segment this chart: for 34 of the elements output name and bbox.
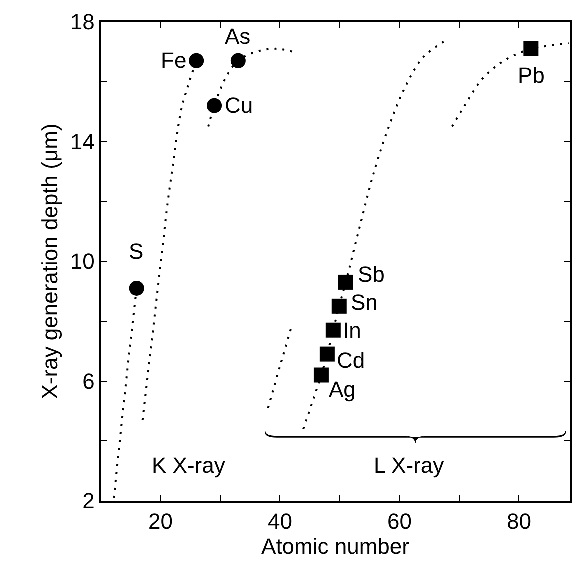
x-tick-label: 40: [268, 509, 292, 534]
y-tick-label: 10: [70, 249, 95, 274]
annotation: S: [129, 239, 144, 264]
point: [207, 98, 222, 114]
point: [189, 53, 204, 68]
annotation: K X-ray: [152, 453, 226, 478]
y-tick-label: 6: [82, 368, 95, 394]
line-series: [208, 48, 294, 128]
point: [230, 53, 246, 68]
point: [332, 298, 347, 314]
annotation: In: [343, 318, 362, 343]
y-axis-title: X-ray generation depth (μm): [38, 124, 63, 400]
point: [326, 322, 341, 338]
annotation: Pb: [518, 63, 545, 88]
annotation: Cd: [337, 348, 366, 373]
point: [129, 280, 144, 296]
annotation: Sn: [351, 290, 378, 315]
annotation: L X-ray: [374, 453, 444, 478]
point: [338, 274, 354, 290]
point: [524, 41, 539, 56]
annotation: Fe: [161, 48, 187, 73]
y-tick-label: 2: [82, 488, 95, 514]
y-tick-label: 18: [70, 10, 95, 35]
point: [320, 346, 335, 362]
x-tick-label: 20: [148, 509, 173, 534]
annotation: As: [225, 24, 251, 49]
y-tick-label: 14: [70, 129, 95, 154]
annotation: Ag: [329, 377, 356, 402]
annotation: Cu: [225, 93, 254, 118]
point: [314, 368, 329, 383]
x-axis-title: Atomic number: [262, 534, 410, 560]
x-tick-label: 80: [506, 509, 532, 534]
x-tick-label: 60: [387, 509, 412, 534]
annotation: Sb: [358, 262, 385, 287]
